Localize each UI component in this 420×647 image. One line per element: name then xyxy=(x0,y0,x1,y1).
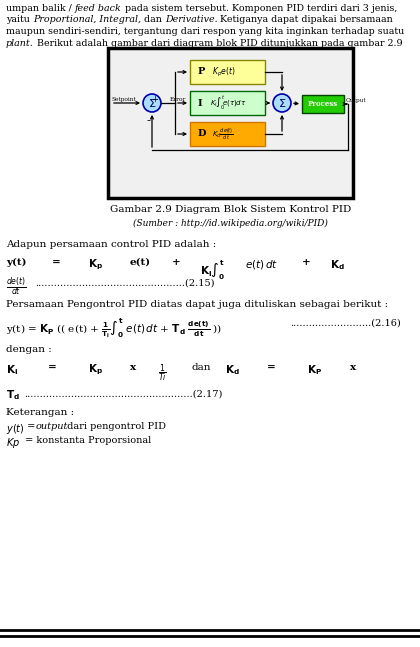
Text: Keterangan :: Keterangan : xyxy=(6,408,74,417)
Text: dan: dan xyxy=(141,16,165,25)
Text: P: P xyxy=(198,67,205,76)
Text: Error: Error xyxy=(170,97,186,102)
Text: output: output xyxy=(36,422,68,431)
Text: $\mathit{Kp}$: $\mathit{Kp}$ xyxy=(6,436,20,450)
Text: Output: Output xyxy=(346,98,367,103)
Text: e(t): e(t) xyxy=(130,258,151,267)
Text: Berikut adalah gambar dari diagram blok PID ditunjukkan pada gambar 2.9: Berikut adalah gambar dari diagram blok … xyxy=(34,39,402,47)
Text: I: I xyxy=(198,98,202,107)
Text: =: = xyxy=(52,258,61,267)
Circle shape xyxy=(143,94,161,112)
Text: plant.: plant. xyxy=(6,39,34,47)
Text: y(t) = $\mathbf{K_P}$ (( e(t) + $\mathbf{\frac{1}{T_i}\int_0^t}$ $\mathit{e(t)\,: y(t) = $\mathbf{K_P}$ (( e(t) + $\mathbf… xyxy=(6,316,222,340)
Text: $\mathbf{K_d}$: $\mathbf{K_d}$ xyxy=(225,363,240,377)
Text: umpan balik /: umpan balik / xyxy=(6,4,75,13)
Text: Derivative.: Derivative. xyxy=(165,16,218,25)
Text: (Sumber : http://id.wikipedia.org/wiki/PID): (Sumber : http://id.wikipedia.org/wiki/P… xyxy=(133,219,328,228)
Bar xyxy=(190,122,265,146)
Text: $\frac{de(t)}{dt}$: $\frac{de(t)}{dt}$ xyxy=(6,275,27,298)
Text: =: = xyxy=(267,363,276,372)
Text: x: x xyxy=(130,363,136,372)
Text: -: - xyxy=(146,115,150,125)
Text: $\mathbf{K_i}$: $\mathbf{K_i}$ xyxy=(6,363,18,377)
Text: $K_i\!\int_0^t\!e(\tau)d\tau$: $K_i\!\int_0^t\!e(\tau)d\tau$ xyxy=(210,94,247,112)
Circle shape xyxy=(273,94,291,112)
Text: $\mathit{e(t)\,dt}$: $\mathit{e(t)\,dt}$ xyxy=(245,258,278,271)
Text: +: + xyxy=(302,258,311,267)
Text: $\Sigma$: $\Sigma$ xyxy=(278,97,286,109)
Text: = konstanta Proporsional: = konstanta Proporsional xyxy=(22,436,151,445)
Text: $K_p e(t)$: $K_p e(t)$ xyxy=(212,65,236,78)
Text: $\mathbf{T_d}$: $\mathbf{T_d}$ xyxy=(6,388,20,402)
Text: $\mathbf{K_p}$: $\mathbf{K_p}$ xyxy=(88,258,103,272)
Text: ................................................(2.15): ........................................… xyxy=(35,279,215,288)
Bar xyxy=(302,95,344,113)
Text: Gambar 2.9 Diagram Blok Sistem Kontrol PID: Gambar 2.9 Diagram Blok Sistem Kontrol P… xyxy=(110,205,351,214)
Text: yaitu: yaitu xyxy=(6,16,33,25)
Bar xyxy=(190,60,265,84)
Text: $\frac{1}{Ti}$: $\frac{1}{Ti}$ xyxy=(158,363,167,384)
Text: $\mathbf{K_d}$: $\mathbf{K_d}$ xyxy=(330,258,345,272)
Text: Setpoint: Setpoint xyxy=(112,97,137,102)
Text: pada sistem tersebut. Komponen PID terdiri dari 3 jenis,: pada sistem tersebut. Komponen PID terdi… xyxy=(122,4,397,13)
Text: ..........................(2.16): ..........................(2.16) xyxy=(290,319,401,328)
Text: Process: Process xyxy=(308,100,338,108)
Text: $\mathbf{K_i\int_0^t}$: $\mathbf{K_i\int_0^t}$ xyxy=(200,258,225,281)
Text: dari pengontrol PID: dari pengontrol PID xyxy=(64,422,166,431)
Text: dan: dan xyxy=(192,363,212,372)
Text: Persamaan Pengontrol PID diatas dapat juga dituliskan sebagai berikut :: Persamaan Pengontrol PID diatas dapat ju… xyxy=(6,300,388,309)
Text: =: = xyxy=(24,422,38,431)
Text: $\mathbf{K_p}$: $\mathbf{K_p}$ xyxy=(88,363,103,377)
Text: y(t): y(t) xyxy=(6,258,26,267)
Text: $\mathbf{K_P}$: $\mathbf{K_P}$ xyxy=(307,363,322,377)
Text: D: D xyxy=(198,129,206,138)
Bar xyxy=(190,91,265,115)
Text: Proportional, Integral,: Proportional, Integral, xyxy=(33,16,141,25)
Text: $\Sigma$: $\Sigma$ xyxy=(148,97,156,109)
Text: $K_d\frac{de(t)}{dt}$: $K_d\frac{de(t)}{dt}$ xyxy=(212,126,234,142)
Text: $\mathit{y(t)}$: $\mathit{y(t)}$ xyxy=(6,422,24,436)
Text: x: x xyxy=(350,363,356,372)
Text: maupun sendiri-sendiri, tergantung dari respon yang kita inginkan terhadap suatu: maupun sendiri-sendiri, tergantung dari … xyxy=(6,27,404,36)
Text: Adapun persamaan control PID adalah :: Adapun persamaan control PID adalah : xyxy=(6,240,216,249)
Text: ......................................................(2.17): ........................................… xyxy=(24,390,222,399)
Text: +: + xyxy=(172,258,181,267)
Text: +: + xyxy=(151,95,158,104)
Text: feed back: feed back xyxy=(75,4,122,13)
Text: =: = xyxy=(48,363,57,372)
Bar xyxy=(108,48,353,198)
Text: dengan :: dengan : xyxy=(6,345,52,354)
Text: Ketiganya dapat dipakai bersamaan: Ketiganya dapat dipakai bersamaan xyxy=(218,16,393,25)
